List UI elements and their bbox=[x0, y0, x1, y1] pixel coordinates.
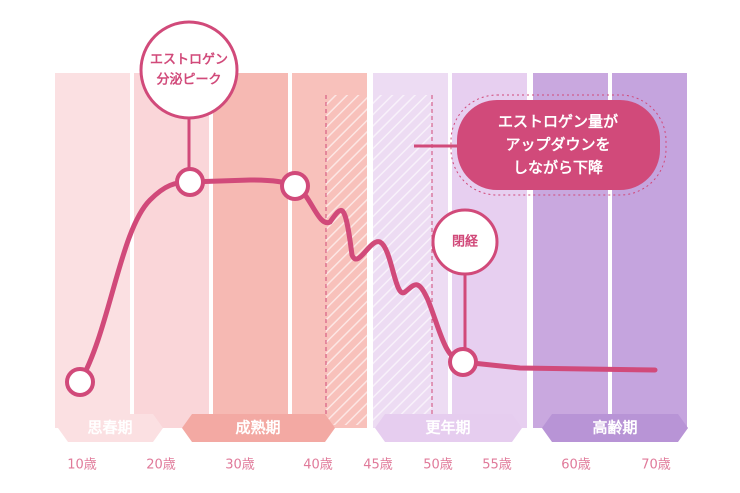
node bbox=[65, 367, 95, 397]
stage-label: 思春期 bbox=[87, 419, 132, 437]
curve-nodes bbox=[65, 167, 478, 397]
message-callout: エストロゲン量が アップダウンを しながら下降 bbox=[450, 94, 667, 196]
stage-label: 高齢期 bbox=[592, 419, 637, 437]
band bbox=[134, 73, 209, 428]
band bbox=[55, 73, 130, 428]
node bbox=[280, 171, 310, 201]
menopause-callout bbox=[431, 208, 499, 276]
node bbox=[448, 347, 478, 377]
peak-callout bbox=[139, 20, 239, 120]
age-label: 55歳 bbox=[482, 458, 512, 473]
menopause-label: 閉経 bbox=[452, 234, 479, 250]
peak-line: エストロゲン bbox=[150, 52, 228, 68]
age-label: 70歳 bbox=[641, 458, 671, 473]
age-label: 50歳 bbox=[423, 458, 453, 473]
message-outline bbox=[450, 94, 667, 196]
stage-labels: 思春期 成熟期 更年期 高齢期 bbox=[58, 414, 688, 442]
age-label: 40歳 bbox=[303, 458, 333, 473]
band bbox=[213, 73, 288, 428]
age-label: 45歳 bbox=[363, 458, 393, 473]
message-line: しながら下降 bbox=[513, 159, 604, 177]
stage-label: 成熟期 bbox=[235, 419, 280, 437]
peak-line: 分泌ピーク bbox=[156, 72, 221, 88]
stage-ribbon bbox=[542, 414, 688, 442]
age-label: 30歳 bbox=[225, 458, 255, 473]
message-line: エストロゲン量が bbox=[498, 113, 619, 131]
stage-label: 更年期 bbox=[425, 419, 470, 437]
age-label: 20歳 bbox=[146, 458, 176, 473]
message-bubble bbox=[457, 100, 660, 190]
node bbox=[175, 167, 205, 197]
stage-ribbon bbox=[375, 414, 522, 442]
message-line: アップダウンを bbox=[505, 136, 610, 154]
hatched-area bbox=[326, 95, 432, 425]
age-label: 60歳 bbox=[561, 458, 591, 473]
stage-ribbon bbox=[58, 414, 163, 442]
stage-ribbon bbox=[182, 414, 335, 442]
estrogen-curve bbox=[77, 177, 658, 385]
age-label: 10歳 bbox=[67, 458, 97, 473]
age-labels: 10歳 20歳 30歳 40歳 45歳 50歳 55歳 60歳 70歳 bbox=[67, 458, 671, 473]
